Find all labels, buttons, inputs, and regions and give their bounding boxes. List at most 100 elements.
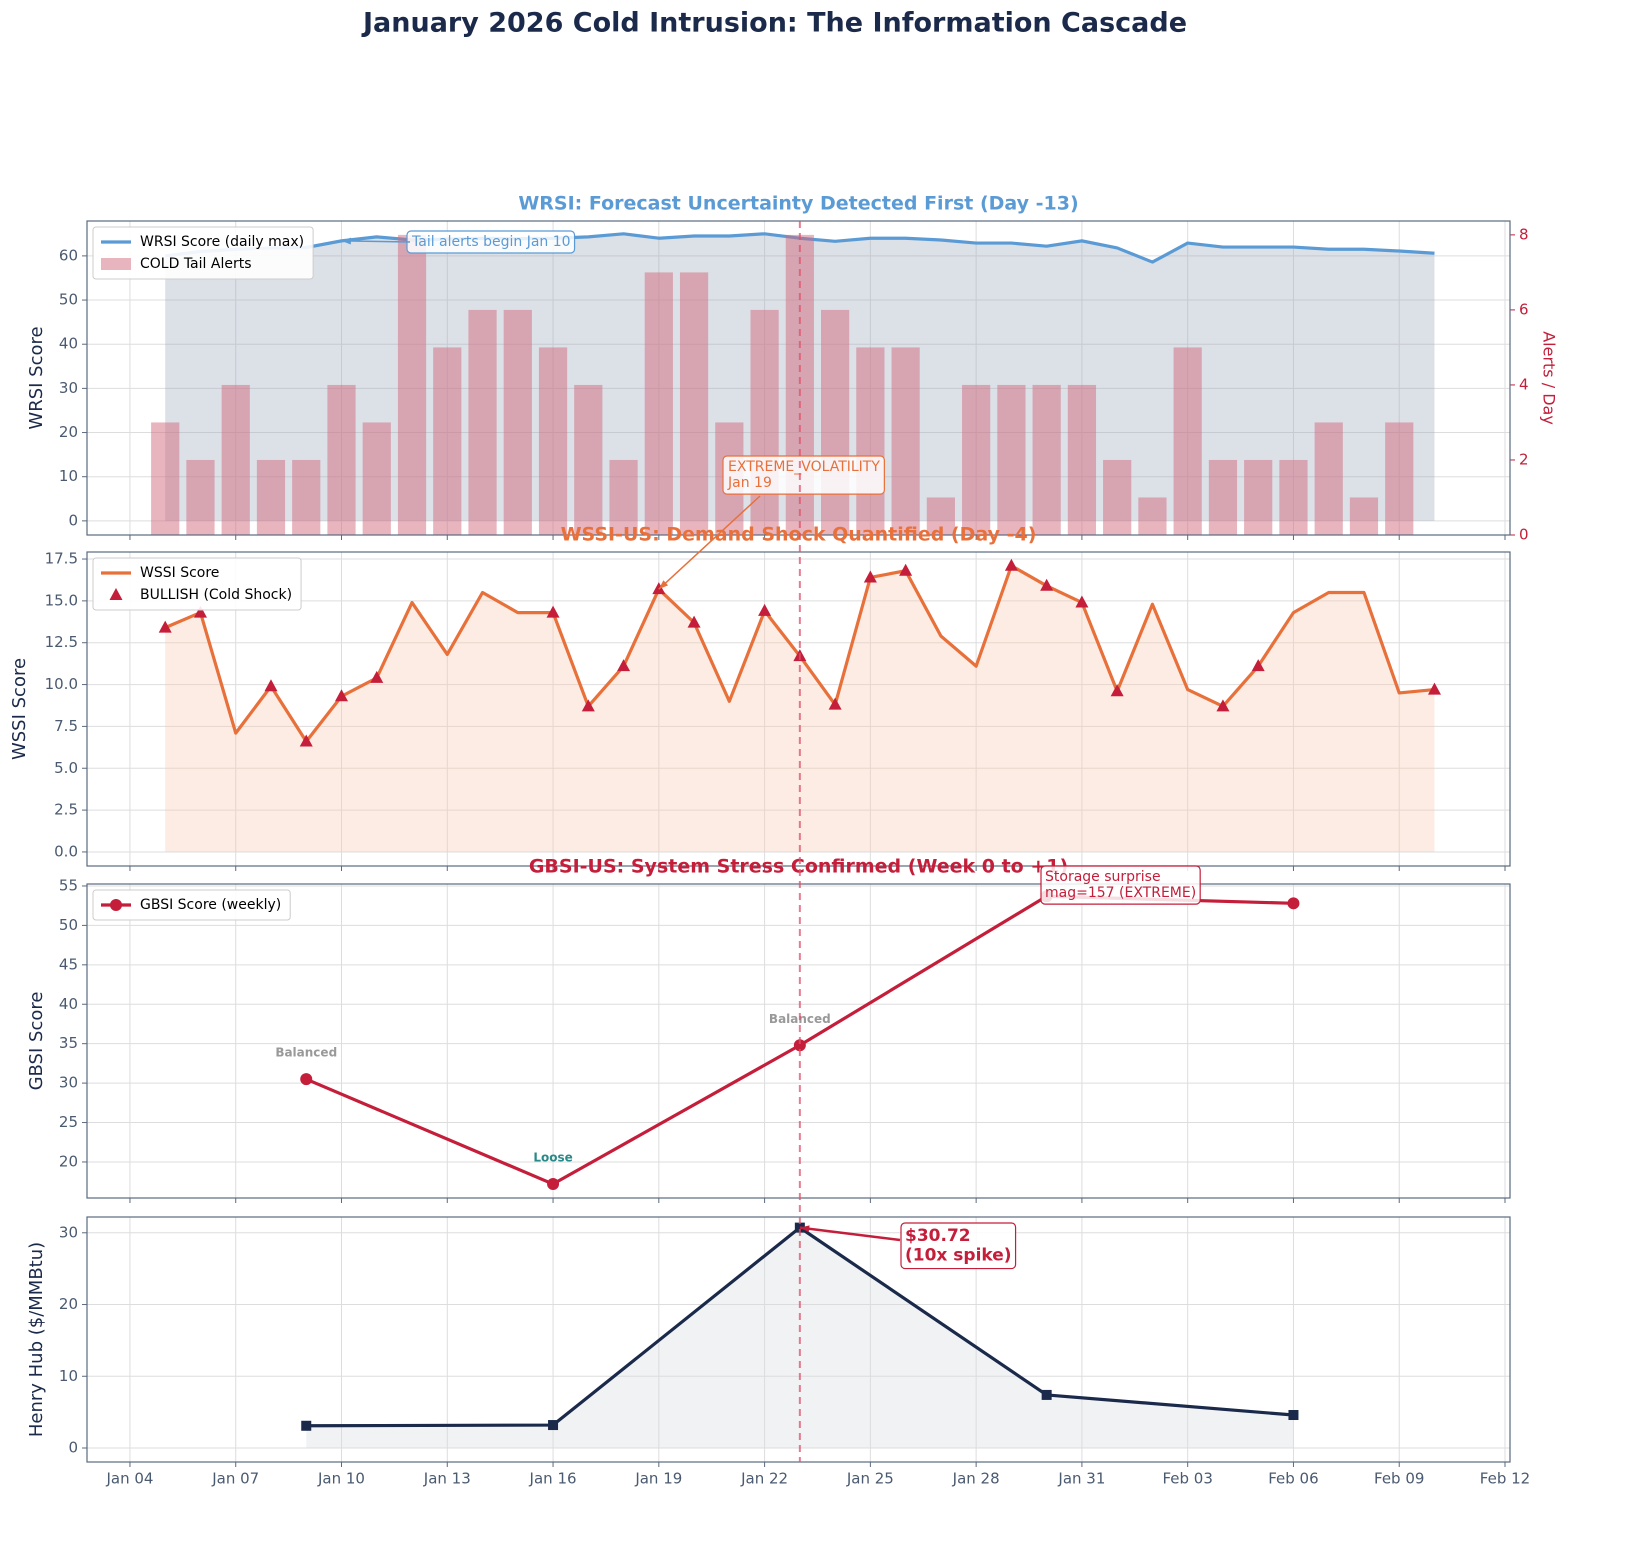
bar	[891, 347, 920, 535]
annotation-line: (10x spike)	[905, 1246, 1012, 1266]
marker	[546, 605, 560, 618]
annotation-arrowhead	[799, 1225, 810, 1233]
x-tick-label: Feb 03	[1162, 1470, 1212, 1488]
marker	[793, 1039, 806, 1052]
y-tick-label: 40	[59, 335, 78, 353]
legend-label: WRSI Score (daily max)	[140, 234, 304, 250]
annotation-box	[722, 455, 885, 495]
y-tick-label: 40	[59, 995, 78, 1013]
y-tick-label: 0	[68, 1439, 78, 1457]
annotation-text: Tail alerts begin Jan 10	[411, 234, 571, 250]
bar	[256, 459, 286, 535]
legend-box	[92, 226, 314, 280]
marker	[158, 620, 172, 633]
y-tick-label: 30	[59, 379, 78, 397]
legend-swatch	[109, 588, 123, 600]
y-tick-label: 15.0	[45, 591, 78, 609]
bar	[750, 309, 779, 535]
legend: WSSI Score BULLISH (Cold Shock)	[92, 557, 302, 611]
bar	[1279, 459, 1308, 535]
bar	[292, 459, 321, 535]
y-tick-label: 10	[59, 467, 78, 485]
marker	[301, 1420, 312, 1431]
x-tick-label: Jan 16	[529, 1470, 577, 1488]
marker	[617, 659, 631, 672]
y-tick-label: 7.5	[54, 717, 78, 735]
marker	[1040, 578, 1054, 591]
marker	[1288, 1410, 1299, 1421]
marker	[299, 734, 313, 747]
legend: WRSI Score (daily max) COLD Tail Alerts	[92, 226, 314, 280]
marker	[581, 699, 595, 712]
annotation: Storage surprise mag=157 (EXTREME)	[1040, 865, 1201, 905]
annotation-box	[1040, 865, 1201, 905]
y-axis-label: GBSI Score	[26, 992, 47, 1091]
bar	[856, 347, 885, 535]
marker	[1041, 1389, 1052, 1400]
y2-tick-label: 2	[1519, 450, 1529, 468]
bar	[1385, 422, 1414, 535]
x-tick-label: Feb 06	[1268, 1470, 1318, 1488]
bar	[679, 272, 709, 535]
y-tick-label: 2.5	[54, 801, 78, 819]
bar	[327, 384, 356, 535]
y-tick-label: 60	[59, 246, 78, 264]
annotation-text: $30.72 (10x spike)	[905, 1226, 1012, 1266]
y-tick-label: 50	[59, 291, 78, 309]
y-tick-label: 55	[59, 876, 78, 894]
marker	[1216, 699, 1230, 712]
x-tick-label: Jan 07	[211, 1470, 259, 1488]
plot-frame	[86, 1216, 1511, 1463]
annotation-arrow	[658, 495, 761, 590]
bar	[962, 384, 991, 535]
legend-label: COLD Tail Alerts	[140, 256, 252, 272]
legend-swatch	[110, 899, 122, 911]
x-tick-label: Jan 28	[952, 1470, 1000, 1488]
y-axis-label: WRSI Score	[26, 326, 47, 429]
y-tick-label: 20	[59, 1152, 78, 1170]
area-fill	[165, 565, 1435, 852]
y-tick-label: 0	[68, 511, 78, 529]
x-tick-label: Jan 22	[740, 1470, 788, 1488]
plot-frame	[86, 551, 1511, 867]
marker	[828, 697, 842, 710]
marker	[758, 603, 772, 616]
bar	[821, 309, 850, 535]
bar	[1103, 459, 1132, 535]
y-tick-label: 12.5	[45, 633, 78, 651]
bar	[997, 384, 1026, 535]
y2-tick-label: 6	[1519, 300, 1529, 318]
annotation: EXTREME_VOLATILITY Jan 19	[722, 455, 885, 495]
annotation-line: Jan 19	[727, 475, 772, 491]
marker	[300, 1073, 313, 1086]
bar	[1067, 384, 1097, 535]
subplot-title: GBSI-US: System Stress Confirmed (Week 0…	[529, 856, 1068, 878]
annotation-line: mag=157 (EXTREME)	[1045, 885, 1196, 901]
x-tick-label: Jan 10	[317, 1470, 365, 1488]
bar	[538, 347, 568, 535]
y-axis-label: Henry Hub ($/MMBtu)	[26, 1242, 47, 1437]
bar	[1314, 422, 1343, 535]
annotation-box	[900, 1222, 1017, 1270]
legend-label: BULLISH (Cold Shock)	[140, 587, 292, 603]
subplot-title: WRSI: Forecast Uncertainty Detected Firs…	[518, 193, 1078, 215]
bar	[221, 384, 250, 535]
bar	[468, 309, 497, 535]
marker	[264, 679, 278, 692]
bar	[1032, 384, 1061, 535]
x-tick-label: Feb 09	[1374, 1470, 1424, 1488]
legend-label: GBSI Score (weekly)	[140, 897, 281, 913]
plot-area	[87, 1217, 1510, 1462]
x-tick-label: Jan 04	[105, 1470, 153, 1488]
subplot-title: WSSI-US: Demand Shock Quantified (Day -4…	[561, 524, 1037, 546]
point-label: Balanced	[275, 1046, 337, 1060]
bar	[1173, 347, 1202, 535]
marker	[1075, 595, 1089, 608]
marker	[193, 605, 207, 618]
annotation: Tail alerts begin Jan 10	[406, 230, 576, 254]
annotation-arrowhead	[658, 580, 669, 590]
marker	[899, 563, 913, 576]
plot-area	[87, 552, 1510, 866]
marker	[1251, 659, 1265, 672]
